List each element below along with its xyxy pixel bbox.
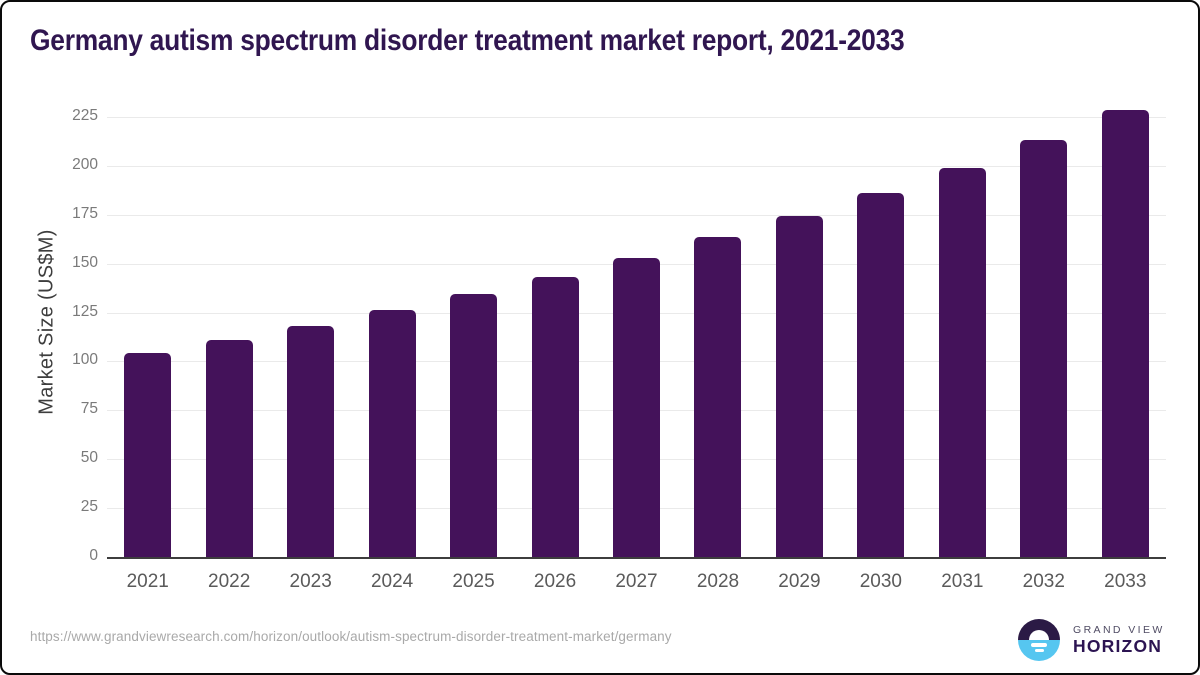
bar-2030 [857, 192, 905, 557]
y-tick-label-50: 50 [80, 449, 98, 467]
gridline-200 [107, 165, 1166, 167]
brand-name-top: GRAND VIEW [1073, 623, 1165, 636]
source-url: https://www.grandviewresearch.com/horizo… [30, 629, 672, 644]
y-tick-label-125: 125 [72, 302, 98, 320]
x-axis-label-2026: 2026 [533, 571, 577, 592]
y-tick-label-225: 225 [72, 107, 98, 124]
brand-name-bottom: HORIZON [1073, 635, 1163, 656]
brand-name: GRAND VIEW HORIZON [1073, 624, 1165, 656]
bar-2032 [1020, 140, 1068, 557]
y-tick-label-100: 100 [72, 351, 98, 369]
y-tick-label-75: 75 [80, 400, 98, 418]
bar-2024 [368, 310, 416, 557]
bar-2027 [613, 257, 660, 557]
horizon-line-icon [1031, 643, 1047, 647]
bar-2026 [531, 276, 579, 557]
gridline-225 [107, 117, 1166, 118]
x-axis-label-2022: 2022 [208, 571, 251, 592]
x-axis-label-2025: 2025 [452, 571, 495, 592]
x-axis-label-2033: 2033 [1104, 571, 1147, 592]
y-tick-label-150: 150 [72, 253, 98, 271]
y-tick-label-175: 175 [72, 204, 98, 222]
bar-2033 [1101, 110, 1149, 557]
sun-icon [1029, 630, 1049, 640]
x-axis-label-2029: 2029 [778, 571, 821, 592]
gridline-175 [107, 214, 1166, 216]
y-tick-label-25: 25 [80, 498, 98, 516]
x-axis-label-2021: 2021 [126, 571, 169, 592]
bar-2029 [775, 215, 823, 557]
bar-2023 [287, 326, 335, 557]
x-axis-label-2027: 2027 [615, 571, 658, 592]
x-axis-label-2028: 2028 [696, 571, 740, 592]
bar-2022 [205, 339, 253, 557]
bar-2028 [694, 237, 742, 557]
x-axis-label-2030: 2030 [859, 571, 903, 592]
grand-view-horizon-logo-icon [1018, 619, 1060, 661]
brand-logo: GRAND VIEW HORIZON [1018, 619, 1165, 661]
plot-area: 0 25 50 75 100 125 150 175 200 225 2021 2022 2023 20… [72, 107, 1166, 592]
bar-2031 [938, 168, 986, 557]
bar-2025 [450, 293, 498, 557]
x-axis-label-2031: 2031 [941, 571, 984, 592]
x-axis-label-2023: 2023 [289, 571, 332, 592]
horizon-line-icon [1034, 649, 1044, 652]
x-axis-label-2032: 2032 [1022, 571, 1065, 592]
y-tick-label-200: 200 [72, 155, 98, 173]
x-axis-label-2024: 2024 [370, 571, 414, 592]
y-tick-label-0: 0 [89, 547, 98, 564]
chart-title: Germany autism spectrum disorder treatme… [30, 24, 905, 57]
bar-2021 [124, 352, 172, 557]
